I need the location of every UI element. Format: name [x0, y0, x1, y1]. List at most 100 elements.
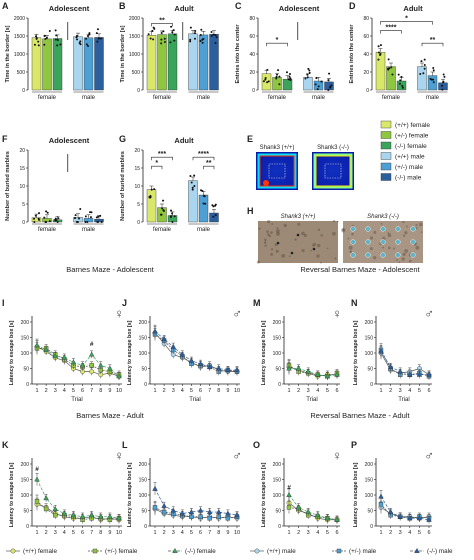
bedding-texture — [316, 243, 321, 248]
x-tick-label-L: 5 — [190, 530, 193, 536]
bedding-texture — [283, 223, 287, 228]
series-line-J — [154, 334, 238, 372]
y-tick-label-P: 100 — [365, 493, 374, 499]
x-tick-label-J: 4 — [181, 388, 184, 394]
bedding-texture — [256, 260, 260, 264]
data-point-A — [96, 28, 99, 31]
data-point-C — [306, 73, 309, 76]
x-tick-label-I: 9 — [108, 388, 111, 394]
y-axis-label-C: Entries into the center — [235, 24, 241, 84]
marble — [395, 252, 401, 258]
data-point-D — [379, 44, 382, 47]
section-title-rbm-adult: Reversal Barnes Maze - Adult — [310, 411, 410, 420]
data-point-K — [61, 510, 68, 516]
data-point-A — [59, 43, 62, 46]
data-point-F — [89, 211, 92, 214]
bedding-texture — [415, 227, 418, 230]
data-point-I — [43, 346, 49, 352]
data-point-C — [277, 69, 280, 72]
data-point-N — [397, 368, 403, 374]
heatmap-border-hot — [259, 155, 295, 187]
data-point-F — [95, 216, 98, 219]
data-point-G — [170, 209, 173, 212]
data-point-F — [84, 221, 87, 223]
bedding-texture — [281, 253, 286, 258]
bedding-texture — [326, 247, 329, 250]
heatmap-center-zone — [324, 163, 342, 179]
marble — [365, 226, 371, 232]
bedding-texture — [387, 232, 390, 235]
data-point-B — [215, 36, 218, 39]
data-point-G — [191, 186, 194, 189]
data-point-I — [52, 353, 58, 359]
x-tick-label-O: 4 — [316, 530, 319, 536]
y-tick-label-L: 150 — [139, 477, 148, 483]
data-point-A — [95, 32, 98, 35]
bedding-texture — [264, 240, 267, 243]
data-point-B — [189, 26, 192, 29]
y-tick-label-N: 150 — [365, 335, 374, 341]
bedding-texture — [303, 233, 307, 238]
data-point-A — [54, 29, 57, 32]
data-point-C — [262, 80, 265, 83]
bedding-texture — [406, 225, 408, 228]
data-point-F — [45, 210, 48, 213]
data-point-D — [423, 67, 426, 70]
y-tick-label-D: 80 — [363, 16, 369, 22]
panel-letter-J: J — [122, 298, 127, 308]
data-point-C — [328, 72, 331, 75]
legend-label: (+/+) male — [395, 154, 425, 161]
data-point-A — [56, 44, 59, 47]
panel-letter-O: O — [253, 440, 260, 450]
sig-bracket-G — [192, 156, 215, 161]
data-point-D — [420, 60, 423, 63]
legend-swatch — [380, 173, 392, 181]
x-tick-label-L: 6 — [199, 530, 202, 536]
bedding-texture — [316, 254, 320, 258]
x-tick-label-M: 3 — [307, 388, 310, 394]
y-tick-label-F: 20 — [19, 148, 25, 154]
data-point-L — [179, 510, 186, 516]
data-point-J — [197, 360, 204, 366]
data-point-J — [188, 357, 195, 363]
x-tick-label-N: 1 — [379, 388, 382, 394]
x-tick-label-P: 3 — [399, 530, 402, 536]
data-point-C — [316, 88, 319, 91]
data-point-F — [38, 212, 41, 215]
data-point-D — [377, 45, 380, 48]
sig-bracket-G — [203, 165, 215, 170]
panel-letter-K: K — [2, 440, 9, 450]
x-tick-label-K: 1 — [35, 530, 38, 536]
y-tick-label-M: 0 — [278, 382, 281, 388]
data-point-N — [378, 348, 384, 354]
bar-D — [417, 66, 427, 91]
y-tick-label-B: 2000 — [129, 16, 140, 22]
data-point-A — [75, 36, 78, 39]
y-tick-label-M: 150 — [273, 335, 282, 341]
y-tick-label-J: 150 — [139, 335, 148, 341]
data-point-B — [149, 37, 152, 40]
bedding-texture — [396, 259, 399, 262]
data-point-C — [308, 69, 311, 72]
data-point-N — [407, 371, 413, 377]
x-tick-label-I: 3 — [54, 388, 57, 394]
legend-swatch — [380, 152, 392, 160]
y-tick-label-L: 200 — [139, 462, 148, 468]
y-axis-label-D: Entries into the center — [349, 24, 355, 84]
data-point-D — [398, 82, 401, 85]
data-point-I — [116, 373, 122, 379]
bottom-legend-label: (+/+) male — [267, 548, 296, 555]
sig-bracket-G — [151, 165, 163, 170]
data-point-B — [163, 40, 166, 43]
data-point-B — [200, 28, 203, 31]
data-point-C — [307, 67, 310, 70]
data-point-G — [160, 213, 163, 216]
marble — [296, 233, 300, 237]
legend-swatch — [380, 131, 392, 139]
data-point-G — [212, 205, 215, 208]
data-point-M — [295, 365, 302, 371]
data-point-B — [210, 34, 213, 37]
legend-label: (+/-) female — [395, 133, 429, 140]
data-point-A — [86, 34, 89, 37]
data-point-F — [86, 221, 89, 223]
